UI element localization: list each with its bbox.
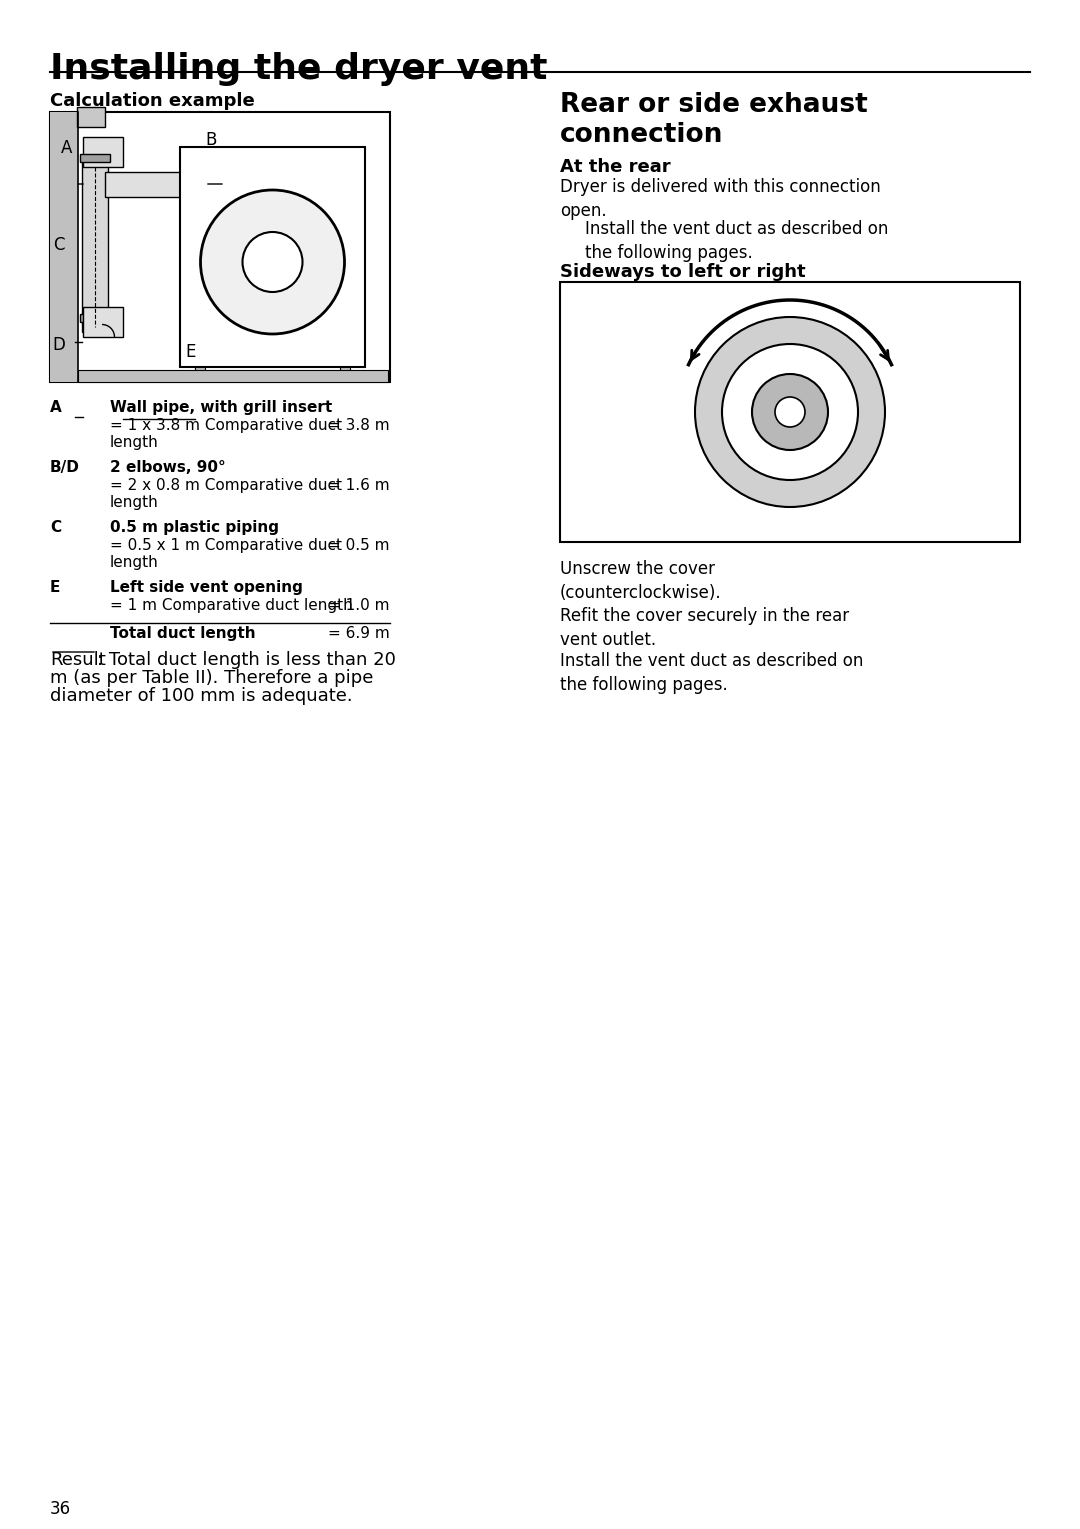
Circle shape: [696, 317, 885, 508]
Text: = 1.6 m: = 1.6 m: [328, 479, 390, 492]
Text: Result: Result: [50, 651, 106, 670]
Text: m (as per Table II). Therefore a pipe: m (as per Table II). Therefore a pipe: [50, 670, 374, 687]
Text: = 0.5 m: = 0.5 m: [328, 538, 390, 553]
FancyBboxPatch shape: [340, 367, 350, 375]
FancyBboxPatch shape: [80, 154, 110, 162]
Circle shape: [201, 190, 345, 333]
FancyBboxPatch shape: [83, 307, 123, 336]
Text: Unscrew the cover
(counterclockwise).: Unscrew the cover (counterclockwise).: [561, 560, 721, 601]
Text: A: A: [60, 139, 72, 157]
Text: 36: 36: [50, 1500, 71, 1518]
Text: Installing the dryer vent: Installing the dryer vent: [50, 52, 548, 86]
Text: 0.5 m plastic piping: 0.5 m plastic piping: [110, 520, 279, 535]
Text: diameter of 100 mm is adequate.: diameter of 100 mm is adequate.: [50, 687, 353, 705]
Circle shape: [752, 375, 828, 450]
FancyBboxPatch shape: [195, 367, 205, 375]
FancyBboxPatch shape: [78, 370, 388, 382]
Text: Rear or side exhaust
connection: Rear or side exhaust connection: [561, 92, 867, 148]
Text: = 1.0 m: = 1.0 m: [328, 598, 390, 613]
FancyBboxPatch shape: [83, 138, 123, 167]
Text: Install the vent duct as described on
the following pages.: Install the vent duct as described on th…: [585, 220, 889, 261]
Text: C: C: [54, 235, 65, 254]
Text: Total duct length: Total duct length: [110, 625, 256, 641]
Circle shape: [243, 232, 302, 292]
FancyBboxPatch shape: [50, 112, 390, 382]
Text: Left side vent opening: Left side vent opening: [110, 579, 302, 595]
Circle shape: [723, 344, 858, 480]
FancyBboxPatch shape: [50, 112, 78, 382]
Text: A: A: [50, 401, 62, 414]
Text: = 2 x 0.8 m Comparative duct
length: = 2 x 0.8 m Comparative duct length: [110, 479, 342, 511]
Text: = 1 x 3.8 m Comparative duct
length: = 1 x 3.8 m Comparative duct length: [110, 417, 342, 451]
Text: E: E: [50, 579, 60, 595]
Text: E: E: [185, 342, 195, 361]
Text: Wall pipe, with grill insert: Wall pipe, with grill insert: [110, 401, 333, 414]
Text: = 3.8 m: = 3.8 m: [328, 417, 390, 433]
Text: D: D: [52, 336, 65, 355]
Text: Refit the cover securely in the rear
vent outlet.: Refit the cover securely in the rear ven…: [561, 607, 849, 648]
Text: = 0.5 x 1 m Comparative duct
length: = 0.5 x 1 m Comparative duct length: [110, 538, 342, 570]
Circle shape: [775, 398, 805, 427]
Text: 2 elbows, 90°: 2 elbows, 90°: [110, 460, 226, 476]
Text: B: B: [205, 131, 216, 148]
Text: Dryer is delivered with this connection
open.: Dryer is delivered with this connection …: [561, 177, 881, 220]
FancyBboxPatch shape: [80, 313, 110, 323]
Text: = 1 m Comparative duct length: = 1 m Comparative duct length: [110, 598, 353, 613]
Text: : Total duct length is less than 20: : Total duct length is less than 20: [97, 651, 396, 670]
FancyBboxPatch shape: [105, 171, 225, 197]
FancyBboxPatch shape: [77, 107, 105, 127]
Text: C: C: [50, 520, 62, 535]
FancyBboxPatch shape: [180, 147, 365, 367]
Text: = 6.9 m: = 6.9 m: [328, 625, 390, 641]
Text: Sideways to left or right: Sideways to left or right: [561, 263, 806, 281]
Text: B/D: B/D: [50, 460, 80, 476]
Text: Calculation example: Calculation example: [50, 92, 255, 110]
FancyBboxPatch shape: [561, 281, 1020, 541]
Text: Install the vent duct as described on
the following pages.: Install the vent duct as described on th…: [561, 651, 863, 694]
FancyBboxPatch shape: [82, 162, 108, 332]
Text: At the rear: At the rear: [561, 157, 671, 176]
